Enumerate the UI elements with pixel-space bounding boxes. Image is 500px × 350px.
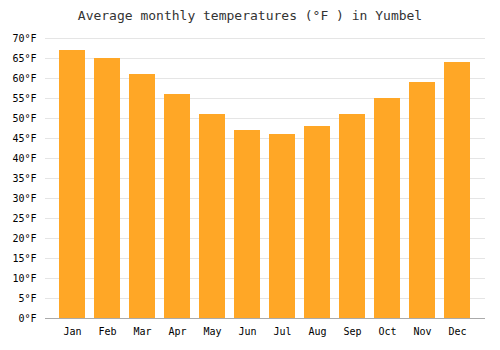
svg-text:Apr: Apr bbox=[168, 326, 186, 337]
svg-text:Oct: Oct bbox=[378, 326, 396, 337]
svg-text:60°F: 60°F bbox=[12, 73, 36, 84]
svg-text:0°F: 0°F bbox=[18, 313, 36, 324]
svg-text:35°F: 35°F bbox=[12, 173, 36, 184]
svg-text:15°F: 15°F bbox=[12, 253, 36, 264]
svg-text:Jan: Jan bbox=[63, 326, 81, 337]
svg-text:20°F: 20°F bbox=[12, 233, 36, 244]
svg-text:May: May bbox=[203, 326, 221, 337]
svg-text:70°F: 70°F bbox=[12, 33, 36, 44]
svg-text:Nov: Nov bbox=[413, 326, 431, 337]
svg-text:5°F: 5°F bbox=[18, 293, 36, 304]
svg-text:10°F: 10°F bbox=[12, 273, 36, 284]
svg-text:50°F: 50°F bbox=[12, 113, 36, 124]
svg-text:Sep: Sep bbox=[343, 326, 361, 337]
svg-text:65°F: 65°F bbox=[12, 53, 36, 64]
html-text:Average monthly temperatures (: Average monthly temperatures (°F ) in Yu… bbox=[77, 8, 423, 23]
svg-text:Jul: Jul bbox=[273, 326, 291, 337]
svg-text:40°F: 40°F bbox=[12, 153, 36, 164]
svg-text:45°F: 45°F bbox=[12, 133, 36, 144]
svg-text:Dec: Dec bbox=[448, 326, 466, 337]
svg-text:25°F: 25°F bbox=[12, 213, 36, 224]
svg-text:Aug: Aug bbox=[308, 326, 326, 337]
svg-text:Feb: Feb bbox=[98, 326, 116, 337]
svg-text:30°F: 30°F bbox=[12, 193, 36, 204]
svg-text:Jun: Jun bbox=[238, 326, 256, 337]
svg-text:Mar: Mar bbox=[133, 326, 151, 337]
svg-text:55°F: 55°F bbox=[12, 93, 36, 104]
